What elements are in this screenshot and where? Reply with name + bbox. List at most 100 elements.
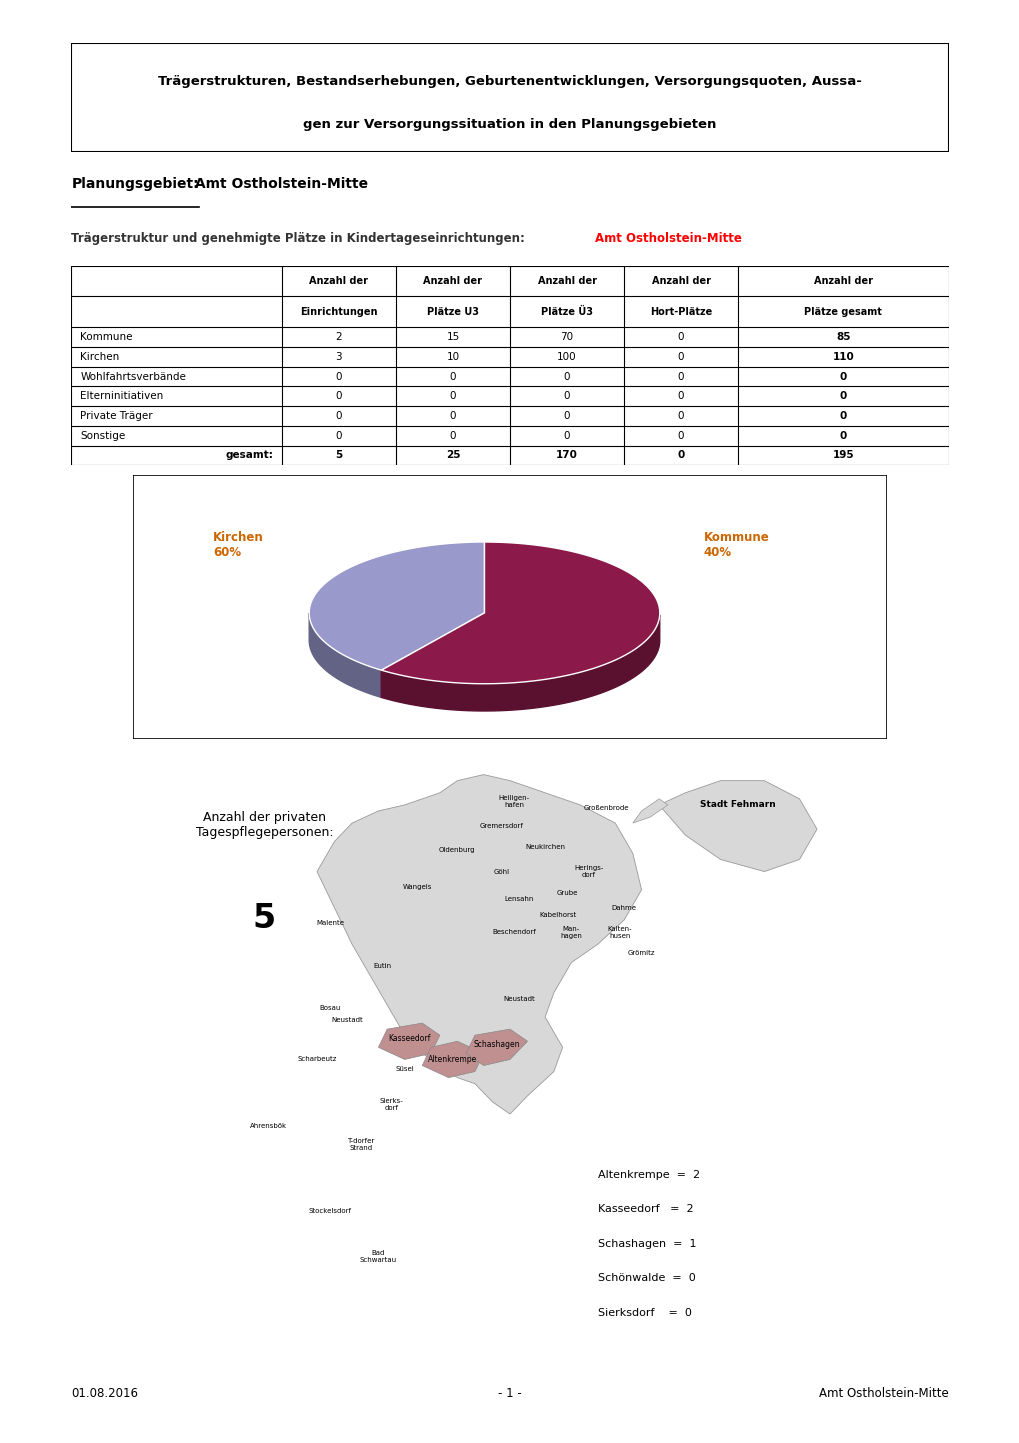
Text: Trägerstruktur und genehmigte Plätze in Kindertageseinrichtungen:: Trägerstruktur und genehmigte Plätze in … <box>71 231 529 245</box>
Text: Anzahl der privaten
Tagespflegepersonen:: Anzahl der privaten Tagespflegepersonen: <box>196 811 333 838</box>
Text: Bad
Schwartau: Bad Schwartau <box>360 1250 396 1263</box>
Text: Schönwalde  =  0: Schönwalde = 0 <box>597 1273 695 1283</box>
Text: Kirchen: Kirchen <box>81 352 119 362</box>
Text: Neustadt: Neustadt <box>502 996 534 1001</box>
Text: Gremersdorf: Gremersdorf <box>479 823 523 830</box>
Text: Hort-Plätze: Hort-Plätze <box>649 307 711 317</box>
Text: Göhl: Göhl <box>492 869 508 874</box>
Polygon shape <box>381 543 659 684</box>
Text: 10: 10 <box>446 352 460 362</box>
Text: 195: 195 <box>832 450 853 460</box>
Text: Amt Ostholstein-Mitte: Amt Ostholstein-Mitte <box>594 231 741 245</box>
Text: Altenkrempe  =  2: Altenkrempe = 2 <box>597 1170 699 1179</box>
Text: 0: 0 <box>449 391 455 401</box>
Text: gesamt:: gesamt: <box>225 450 273 460</box>
Text: Grömitz: Grömitz <box>628 951 654 957</box>
Text: Einrichtungen: Einrichtungen <box>300 307 377 317</box>
Text: 100: 100 <box>556 352 577 362</box>
Text: 85: 85 <box>836 332 850 342</box>
Text: 3: 3 <box>335 352 342 362</box>
Text: Plätze Ü3: Plätze Ü3 <box>540 307 592 317</box>
Text: 0: 0 <box>678 391 684 401</box>
Text: 0: 0 <box>678 371 684 381</box>
Text: 0: 0 <box>335 411 341 421</box>
Text: Anzahl der: Anzahl der <box>651 276 710 286</box>
Text: 0: 0 <box>335 430 341 440</box>
Text: Grube: Grube <box>555 890 577 896</box>
Text: Stockelsdorf: Stockelsdorf <box>309 1208 352 1214</box>
Text: Neustadt: Neustadt <box>331 1017 363 1023</box>
Text: Schashagen: Schashagen <box>473 1040 520 1049</box>
Text: Herings-
dorf: Herings- dorf <box>574 864 603 879</box>
Polygon shape <box>632 799 667 823</box>
Polygon shape <box>466 1029 527 1065</box>
Text: 0: 0 <box>449 411 455 421</box>
Text: Kirchen
60%: Kirchen 60% <box>213 531 263 558</box>
Text: Anzahl der: Anzahl der <box>537 276 596 286</box>
Polygon shape <box>317 775 641 1114</box>
Text: 0: 0 <box>449 371 455 381</box>
Polygon shape <box>381 613 484 697</box>
Text: 0: 0 <box>839 371 846 381</box>
Text: Wohlfahrtsverbände: Wohlfahrtsverbände <box>81 371 185 381</box>
Polygon shape <box>378 1023 439 1059</box>
Text: Großenbrode: Großenbrode <box>583 805 629 811</box>
Text: 0: 0 <box>678 430 684 440</box>
Text: 0: 0 <box>335 391 341 401</box>
Polygon shape <box>309 543 484 670</box>
Text: Bosau: Bosau <box>319 1004 340 1012</box>
Text: Kasseedorf   =  2: Kasseedorf = 2 <box>597 1203 693 1214</box>
Text: 110: 110 <box>832 352 853 362</box>
Text: Man-
hagen: Man- hagen <box>559 925 582 939</box>
Text: gen zur Versorgungssituation in den Planungsgebieten: gen zur Versorgungssituation in den Plan… <box>303 118 716 131</box>
Text: Kommune: Kommune <box>81 332 132 342</box>
Text: 01.08.2016: 01.08.2016 <box>71 1387 139 1400</box>
Text: Anzahl der: Anzahl der <box>813 276 872 286</box>
Text: Sonstige: Sonstige <box>81 430 125 440</box>
Text: Kabelhorst: Kabelhorst <box>539 912 577 918</box>
Text: Eutin: Eutin <box>373 962 391 968</box>
Polygon shape <box>381 613 484 697</box>
Text: 0: 0 <box>335 371 341 381</box>
Text: Altenkrempe: Altenkrempe <box>428 1055 477 1063</box>
Text: Heiligen-
hafen: Heiligen- hafen <box>498 795 530 808</box>
Text: Plätze U3: Plätze U3 <box>427 307 479 317</box>
FancyBboxPatch shape <box>71 43 948 152</box>
Text: 0: 0 <box>564 391 570 401</box>
Text: Malente: Malente <box>316 921 343 926</box>
Text: 0: 0 <box>564 430 570 440</box>
Text: 0: 0 <box>678 411 684 421</box>
Text: Anzahl der: Anzahl der <box>309 276 368 286</box>
Text: Kasseedorf: Kasseedorf <box>387 1033 430 1043</box>
Text: Stadt Fehmarn: Stadt Fehmarn <box>699 801 775 810</box>
Text: 70: 70 <box>559 332 573 342</box>
Text: 5: 5 <box>253 902 276 935</box>
Text: Beschendorf: Beschendorf <box>492 929 536 935</box>
Text: 0: 0 <box>564 371 570 381</box>
Text: Wangels: Wangels <box>403 883 432 890</box>
Text: Anzahl der: Anzahl der <box>423 276 482 286</box>
Text: 25: 25 <box>445 450 460 460</box>
Text: Planungsgebiet:: Planungsgebiet: <box>71 177 199 190</box>
Text: 0: 0 <box>839 391 846 401</box>
FancyBboxPatch shape <box>132 475 887 739</box>
Text: 0: 0 <box>678 352 684 362</box>
Text: Schashagen  =  1: Schashagen = 1 <box>597 1238 696 1248</box>
Text: 0: 0 <box>839 430 846 440</box>
Text: Sierksdorf    =  0: Sierksdorf = 0 <box>597 1307 691 1317</box>
Text: 170: 170 <box>555 450 578 460</box>
Text: Elterninitiativen: Elterninitiativen <box>81 391 163 401</box>
Text: Plätze gesamt: Plätze gesamt <box>804 307 881 317</box>
Text: Private Träger: Private Träger <box>81 411 153 421</box>
Polygon shape <box>381 615 659 711</box>
Polygon shape <box>309 613 381 697</box>
Text: Lensahn: Lensahn <box>503 896 533 902</box>
Text: 2: 2 <box>335 332 342 342</box>
Text: Trägerstrukturen, Bestandserhebungen, Geburtenentwicklungen, Versorgungsquoten, : Trägerstrukturen, Bestandserhebungen, Ge… <box>158 75 861 88</box>
Text: Sierks-
dorf: Sierks- dorf <box>379 1098 404 1111</box>
Text: Amt Ostholstein-Mitte: Amt Ostholstein-Mitte <box>190 177 368 190</box>
Text: Oldenburg: Oldenburg <box>439 847 475 853</box>
Text: 0: 0 <box>677 450 684 460</box>
Text: T-dorfer
Strand: T-dorfer Strand <box>346 1137 374 1152</box>
Text: 0: 0 <box>449 430 455 440</box>
